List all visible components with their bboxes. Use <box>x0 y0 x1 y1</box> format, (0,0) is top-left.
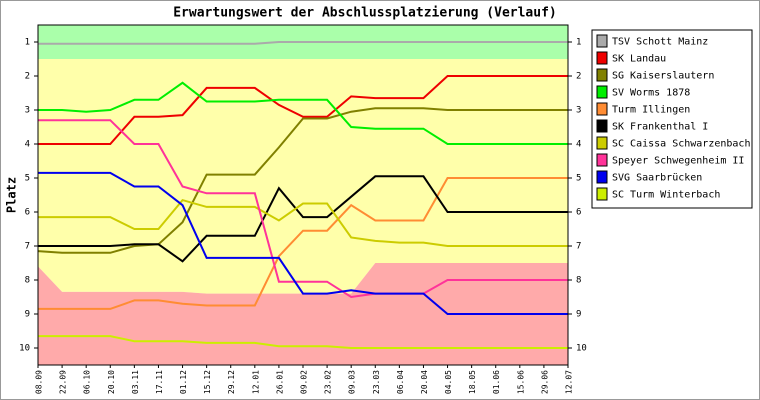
x-tick-label: 01.12 <box>179 370 188 394</box>
x-tick-label: 29.06 <box>540 370 549 394</box>
series-line <box>37 107 568 254</box>
y-tick-label: 3 <box>576 106 581 116</box>
x-tick-label: 15.06 <box>516 370 525 394</box>
y-tick-label: 10 <box>19 344 30 354</box>
series-line <box>38 171 568 315</box>
y-tick-label: 9 <box>576 310 581 320</box>
legend-label: SK Frankenthal I <box>612 122 708 133</box>
legend-label: SK Landau <box>612 54 666 65</box>
legend-swatch <box>596 153 608 167</box>
legend-swatch <box>596 102 608 116</box>
legend-label: SV Worms 1878 <box>612 88 690 99</box>
x-tick-label: 09.03 <box>348 370 357 394</box>
x-tick-label: 15.12 <box>203 370 212 394</box>
y-tick-label: 5 <box>576 174 581 184</box>
x-tick-label: 06.04 <box>396 370 405 394</box>
legend-swatch <box>596 136 608 150</box>
series-line <box>38 119 568 299</box>
legend-swatch <box>596 51 608 65</box>
chart-title: Erwartungswert der Abschlussplatzierung … <box>173 6 557 21</box>
plot-border <box>37 24 569 366</box>
x-tick-label: 29.12 <box>227 370 236 394</box>
y-axis-label: Platz <box>5 177 19 213</box>
x-tick-label: 06.10 <box>83 370 92 394</box>
x-tick-label: 26.01 <box>275 370 284 394</box>
series-line <box>38 81 568 145</box>
legend-label: SVG Saarbrücken <box>612 173 702 184</box>
x-tick-label: 22.09 <box>59 370 68 394</box>
y-tick-label: 4 <box>25 140 30 150</box>
x-tick-label: 23.02 <box>324 370 333 394</box>
y-tick-label: 8 <box>576 276 581 286</box>
legend-box <box>591 29 753 209</box>
x-tick-label: 12.01 <box>251 370 260 394</box>
y-tick-label: 2 <box>25 72 30 82</box>
x-tick-label: 08.09 <box>35 370 44 394</box>
bottom-zone <box>38 263 568 365</box>
plot: 1 1 2 2 3 3 4 4 5 5 6 6 7 7 8 8 9 9 10 10 08.09 22.09 06.10 20.… <box>19 24 587 394</box>
legend-label: TSV Schott Mainz <box>612 37 708 48</box>
x-tick-label: 03.11 <box>131 370 140 394</box>
series-line <box>38 198 568 247</box>
y-tick-label: 1 <box>25 38 30 48</box>
series-line <box>38 41 568 45</box>
x-tick-label: 12.07 <box>565 370 574 394</box>
y-tick-label: 4 <box>576 140 581 150</box>
legend-swatch <box>596 85 608 99</box>
y-tick-label: 1 <box>576 38 581 48</box>
series-line <box>38 177 568 310</box>
series-line <box>38 75 568 145</box>
x-tick-label: 20.04 <box>420 370 429 394</box>
legend-label: SC Caissa Schwarzenbach <box>612 139 750 150</box>
x-tick-label: 18.05 <box>468 370 477 394</box>
legend-label: SG Kaiserslautern <box>612 71 714 82</box>
legend: TSV Schott Mainz SK Landau SG Kaiserslaute… <box>591 29 753 209</box>
middle-zone <box>38 59 568 294</box>
y-tick-label: 5 <box>25 174 30 184</box>
x-tick-label: 09.02 <box>300 370 309 394</box>
series-line <box>38 335 568 349</box>
y-tick-label: 9 <box>25 310 30 320</box>
y-tick-label: 8 <box>25 276 30 286</box>
x-tick-label: 01.06 <box>492 370 501 394</box>
y-tick-label: 10 <box>576 344 587 354</box>
x-tick-label: 17.11 <box>155 370 164 394</box>
series-line <box>38 175 568 263</box>
legend-swatch <box>596 119 608 133</box>
legend-swatch <box>596 34 608 48</box>
x-tick-label: 20.10 <box>107 370 116 394</box>
y-tick-label: 7 <box>25 242 30 252</box>
legend-swatch <box>596 187 608 201</box>
y-tick-label: 7 <box>576 242 581 252</box>
zones <box>38 25 568 365</box>
legend-label: SC Turm Winterbach <box>612 190 720 201</box>
legend-label: Speyer Schwegenheim II <box>612 156 744 167</box>
legend-swatch <box>596 68 608 82</box>
legend-swatch <box>596 170 608 184</box>
y-tick-label: 3 <box>25 106 30 116</box>
x-tick-label: 04.05 <box>444 370 453 394</box>
y-tick-label: 2 <box>576 72 581 82</box>
y-tick-label: 6 <box>576 208 581 218</box>
x-tick-label: 23.03 <box>372 370 381 394</box>
y-tick-label: 6 <box>25 208 30 218</box>
legend-label: Turm Illingen <box>612 105 690 116</box>
